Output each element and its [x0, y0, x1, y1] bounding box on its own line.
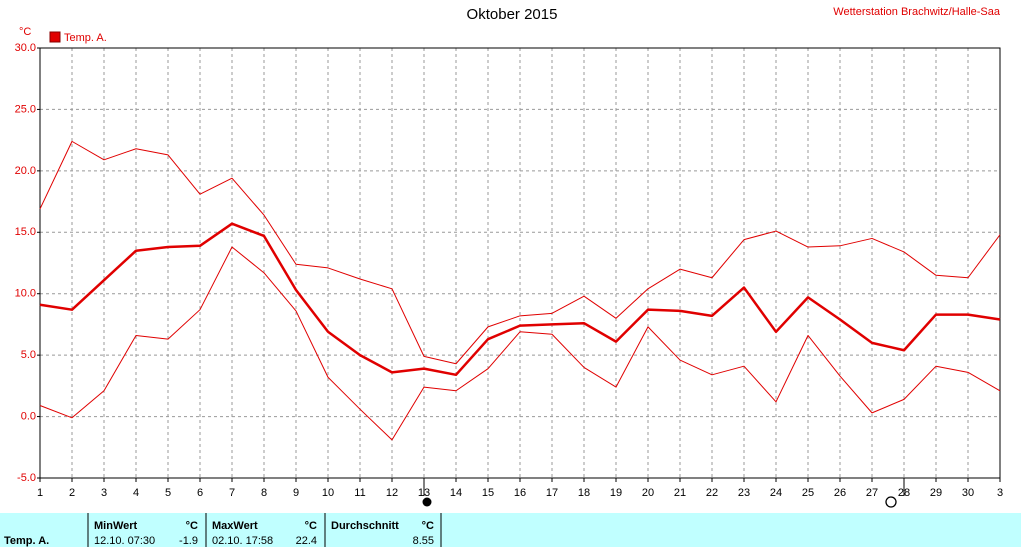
stats-time: 12.10. 07:30: [94, 535, 155, 547]
x-tick-label: 8: [261, 487, 267, 499]
x-tick-label: 21: [674, 487, 686, 499]
x-tick-label: 3: [997, 487, 1003, 499]
y-tick-label: -5.0: [17, 472, 36, 484]
stats-value: 22.4: [296, 535, 317, 547]
y-tick-label: 20.0: [15, 165, 36, 177]
x-tick-label: 19: [610, 487, 622, 499]
chart-title: Oktober 2015: [467, 6, 558, 23]
stats-unit: °C: [186, 520, 198, 532]
stats-unit: °C: [422, 520, 434, 532]
x-tick-label: 12: [386, 487, 398, 499]
y-tick-label: 30.0: [15, 42, 36, 54]
stats-value: 8.55: [413, 535, 434, 547]
x-tick-label: 6: [197, 487, 203, 499]
legend-swatch: [49, 31, 61, 43]
stats-row-label: Temp. A.: [4, 535, 49, 547]
x-tick-label: 11: [354, 487, 365, 499]
x-tick-label: 15: [482, 487, 494, 499]
x-tick-label: 22: [706, 487, 718, 499]
stats-header: MinWert: [94, 520, 138, 532]
legend-label: Temp. A.: [64, 32, 107, 44]
x-tick-label: 26: [834, 487, 846, 499]
y-tick-label: 5.0: [21, 349, 36, 361]
x-tick-label: 4: [133, 487, 139, 499]
x-tick-label: 24: [770, 487, 782, 499]
stats-time: 02.10. 17:58: [212, 535, 273, 547]
x-tick-label: 23: [738, 487, 750, 499]
stats-value: -1.9: [179, 535, 198, 547]
x-tick-label: 30: [962, 487, 974, 499]
y-tick-label: 10.0: [15, 288, 36, 300]
series-line: [39, 246, 1001, 441]
plot-frame: [39, 47, 1001, 479]
x-tick-label: 29: [930, 487, 942, 499]
full-moon-icon: [422, 497, 432, 507]
x-tick-label: 5: [165, 487, 171, 499]
x-tick-label: 25: [802, 487, 814, 499]
x-tick-label: 18: [578, 487, 590, 499]
series-line: [39, 222, 1001, 377]
x-tick-label: 27: [866, 487, 878, 499]
legend: Temp. A.: [49, 31, 107, 44]
x-tick-label: 17: [546, 487, 558, 499]
stats-header: Durchschnitt: [331, 520, 399, 532]
x-tick-label: 3: [101, 487, 107, 499]
x-tick-label: 2: [69, 487, 75, 499]
series-line: [39, 140, 1001, 365]
y-tick-label: 0.0: [21, 410, 36, 422]
y-unit: °C: [19, 26, 31, 38]
x-tick-label: 9: [293, 487, 299, 499]
station: Wetterstation Brachwitz/Halle-Saa: [833, 6, 1001, 18]
stats-bar: [0, 513, 1021, 547]
stats-unit: °C: [305, 520, 317, 532]
y-tick-label: 25.0: [15, 103, 36, 115]
x-tick-label: 7: [229, 487, 235, 499]
x-tick-label: 10: [322, 487, 334, 499]
x-tick-label: 20: [642, 487, 654, 499]
y-tick-label: 15.0: [15, 226, 36, 238]
x-tick-label: 1: [37, 487, 43, 499]
x-tick-label: 16: [514, 487, 526, 499]
x-tick-label: 14: [450, 487, 462, 499]
new-moon-icon: [885, 496, 897, 508]
stats-header: MaxWert: [212, 520, 258, 532]
